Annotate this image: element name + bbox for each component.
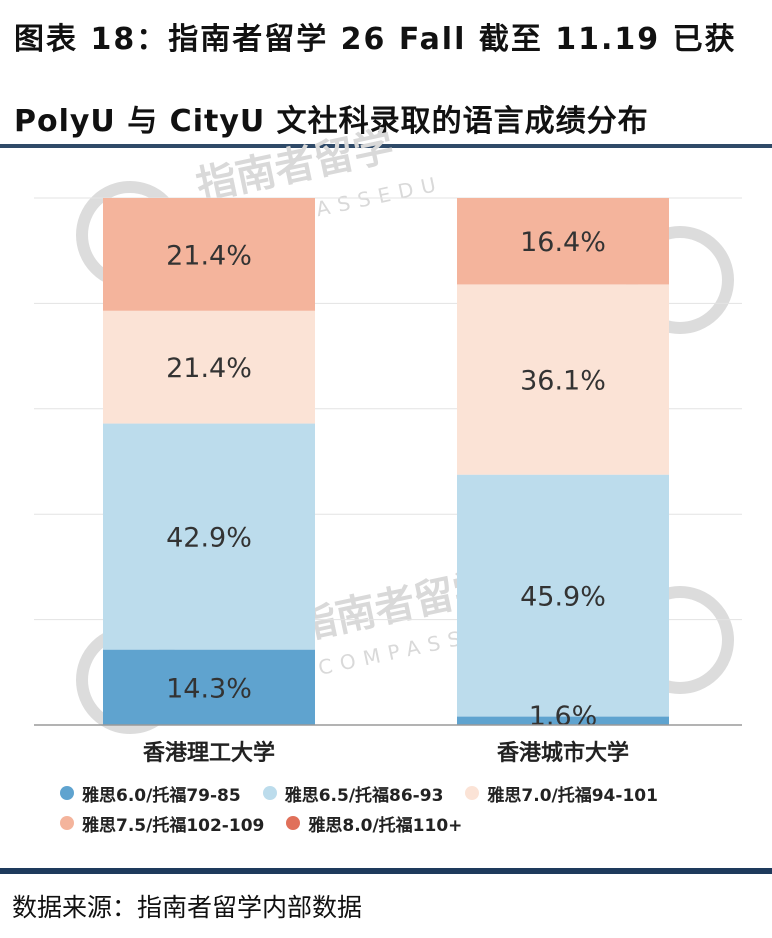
source-note: 数据来源：指南者留学内部数据 bbox=[12, 893, 363, 922]
legend-swatch bbox=[60, 786, 74, 800]
bar-segment bbox=[457, 716, 669, 725]
legend: 雅思6.0/托福79-85 雅思6.5/托福86-93 雅思7.0/托福94-101… bbox=[60, 778, 760, 838]
bar-segment bbox=[457, 284, 669, 475]
legend-item: 雅思8.0/托福110+ bbox=[286, 808, 462, 838]
bars bbox=[103, 198, 669, 725]
data-label: 1.6% bbox=[529, 701, 598, 732]
data-label: 45.9% bbox=[520, 582, 606, 613]
x-tick-label: 香港城市大学 bbox=[497, 740, 629, 766]
bar-segment bbox=[457, 474, 669, 717]
legend-label: 雅思8.0/托福110+ bbox=[308, 815, 463, 836]
chart-title-line2: PolyU 与 CityU 文社科录取的语言成绩分布 bbox=[14, 104, 649, 139]
legend-label: 雅思7.5/托福102-109 bbox=[82, 815, 265, 836]
legend-swatch bbox=[262, 786, 277, 800]
bar-segment bbox=[103, 423, 315, 650]
data-label: 42.9% bbox=[166, 523, 252, 554]
legend-label: 雅思6.5/托福86-93 bbox=[284, 785, 444, 806]
data-label: 21.4% bbox=[166, 240, 252, 271]
legend-item: 雅思6.5/托福86-93 bbox=[262, 778, 444, 808]
stacked-bar-chart: 指南者留学 COMPASSEDU 指南者留学 COMPASSEDU 14.3%4… bbox=[34, 123, 742, 766]
bar-segment bbox=[103, 198, 315, 311]
legend-swatch bbox=[286, 816, 301, 830]
legend-label: 雅思6.0/托福79-85 bbox=[82, 785, 241, 806]
data-label: 14.3% bbox=[166, 673, 252, 704]
data-label: 36.1% bbox=[520, 366, 606, 397]
legend-label: 雅思7.0/托福94-101 bbox=[487, 785, 658, 806]
bar-segment bbox=[103, 649, 315, 725]
legend-swatch bbox=[465, 786, 480, 800]
bar-segment bbox=[103, 310, 315, 424]
bar-segment bbox=[457, 198, 669, 285]
footer-divider bbox=[0, 868, 772, 874]
legend-item: 雅思7.0/托福94-101 bbox=[465, 778, 658, 808]
data-label: 16.4% bbox=[520, 227, 606, 258]
legend-swatch bbox=[60, 816, 74, 830]
data-label: 21.4% bbox=[166, 353, 252, 384]
legend-item: 雅思7.5/托福102-109 bbox=[60, 808, 264, 838]
chart-title-line1: 图表 18：指南者留学 26 Fall 截至 11.19 已获 bbox=[14, 22, 737, 57]
legend-item: 雅思6.0/托福79-85 bbox=[60, 778, 241, 808]
x-tick-label: 香港理工大学 bbox=[143, 740, 275, 766]
x-tick-labels: 香港理工大学 香港城市大学 bbox=[143, 740, 629, 766]
title-divider bbox=[0, 144, 772, 148]
data-labels: 14.3% 42.9% 21.4% 21.4% 1.6% 45.9% 36.1% 16.4% bbox=[166, 227, 606, 732]
